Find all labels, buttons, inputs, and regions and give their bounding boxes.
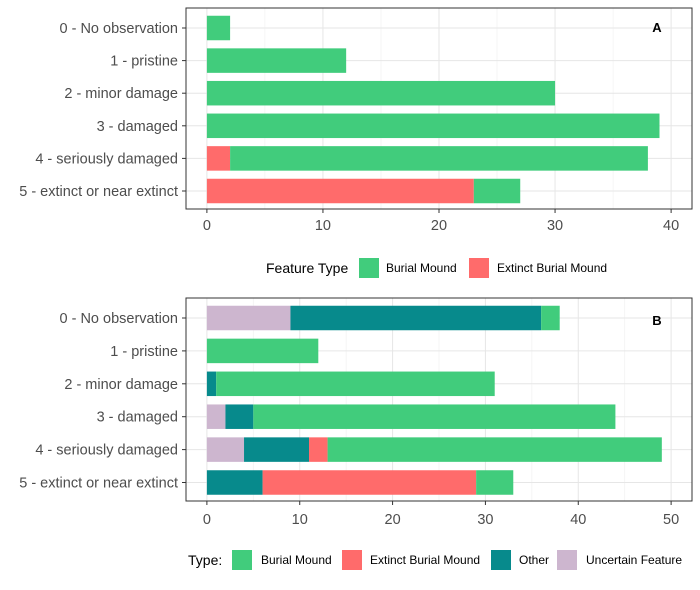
bar-other	[206, 371, 217, 397]
x-tick-label: 0	[203, 218, 211, 234]
panel-a: 0 - No observation 1 - pristine 2 - minor …	[19, 7, 693, 278]
bar-burial-mound	[230, 146, 648, 171]
panel-tag: B	[652, 313, 661, 328]
legend-label-burial-mound: Burial Mound	[261, 553, 332, 567]
x-tick-label: 0	[203, 512, 211, 528]
legend-a: Feature Type Burial Mound Extinct Burial M…	[266, 258, 607, 278]
category-label: 0 - No observation	[60, 311, 178, 327]
bar-burial-mound	[206, 48, 347, 73]
bar-burial-mound	[253, 404, 616, 429]
category-label: 2 - minor damage	[64, 86, 178, 102]
bar-other	[225, 404, 254, 429]
panel-tag: A	[652, 20, 662, 35]
bar-burial-mound	[206, 113, 660, 139]
x-tick-label: 10	[315, 218, 331, 234]
x-tick-label: 50	[663, 512, 679, 528]
bar-other	[206, 470, 263, 495]
x-tick-label: 30	[547, 218, 563, 234]
bar-extinct-burial-mound	[206, 146, 231, 171]
legend-swatch-uncertain-feature	[557, 550, 577, 570]
legend-swatch-burial-mound	[232, 550, 252, 570]
bar-extinct-burial-mound	[309, 437, 328, 462]
category-label: 2 - minor damage	[64, 377, 178, 393]
legend-swatch-extinct-burial-mound	[469, 258, 489, 278]
category-label: 4 - seriously damaged	[35, 443, 178, 459]
bar-other	[290, 305, 542, 331]
x-tick-label: 40	[663, 218, 679, 234]
legend-b: Type: Burial Mound Extinct Burial Mound Oth…	[188, 550, 682, 570]
legend-title: Type:	[188, 552, 222, 568]
bar-burial-mound	[206, 80, 556, 106]
bar-extinct-burial-mound	[206, 178, 474, 204]
x-tick-label: 20	[431, 218, 447, 234]
x-tick-label: 30	[477, 512, 493, 528]
x-tick-label: 10	[292, 512, 308, 528]
bar-burial-mound	[327, 437, 662, 462]
bar-burial-mound	[206, 15, 231, 41]
bar-burial-mound	[541, 305, 560, 331]
panel-b: 0 - No observation 1 - pristine 2 - minor …	[19, 297, 693, 570]
category-label: 5 - extinct or near extinct	[19, 476, 178, 492]
category-label: 3 - damaged	[97, 410, 178, 426]
category-label: 1 - pristine	[110, 54, 178, 70]
bar-uncertain-feature	[206, 404, 226, 429]
x-tick-label: 40	[570, 512, 586, 528]
bar-extinct-burial-mound	[262, 470, 477, 495]
category-label: 5 - extinct or near extinct	[19, 184, 178, 200]
bar-burial-mound	[473, 178, 521, 204]
bar-other	[244, 437, 310, 462]
bar-burial-mound	[476, 470, 514, 495]
legend-label-other: Other	[519, 553, 549, 567]
legend-label-extinct-burial-mound: Extinct Burial Mound	[370, 553, 480, 567]
legend-label-burial-mound: Burial Mound	[386, 261, 457, 275]
legend-swatch-other	[491, 550, 511, 570]
legend-label-extinct-burial-mound: Extinct Burial Mound	[497, 261, 607, 275]
panel-border	[185, 297, 693, 502]
category-label: 0 - No observation	[60, 21, 178, 37]
bar-burial-mound	[206, 338, 319, 364]
legend-swatch-burial-mound	[359, 258, 379, 278]
category-label: 4 - seriously damaged	[35, 151, 178, 167]
x-tick-label: 20	[385, 512, 401, 528]
legend-label-uncertain-feature: Uncertain Feature	[586, 553, 682, 567]
bar-burial-mound	[216, 371, 495, 397]
legend-swatch-extinct-burial-mound	[342, 550, 362, 570]
category-label: 1 - pristine	[110, 344, 178, 360]
legend-title: Feature Type	[266, 260, 348, 276]
bar-uncertain-feature	[206, 437, 245, 462]
bar-uncertain-feature	[206, 305, 291, 331]
category-label: 3 - damaged	[97, 119, 178, 135]
